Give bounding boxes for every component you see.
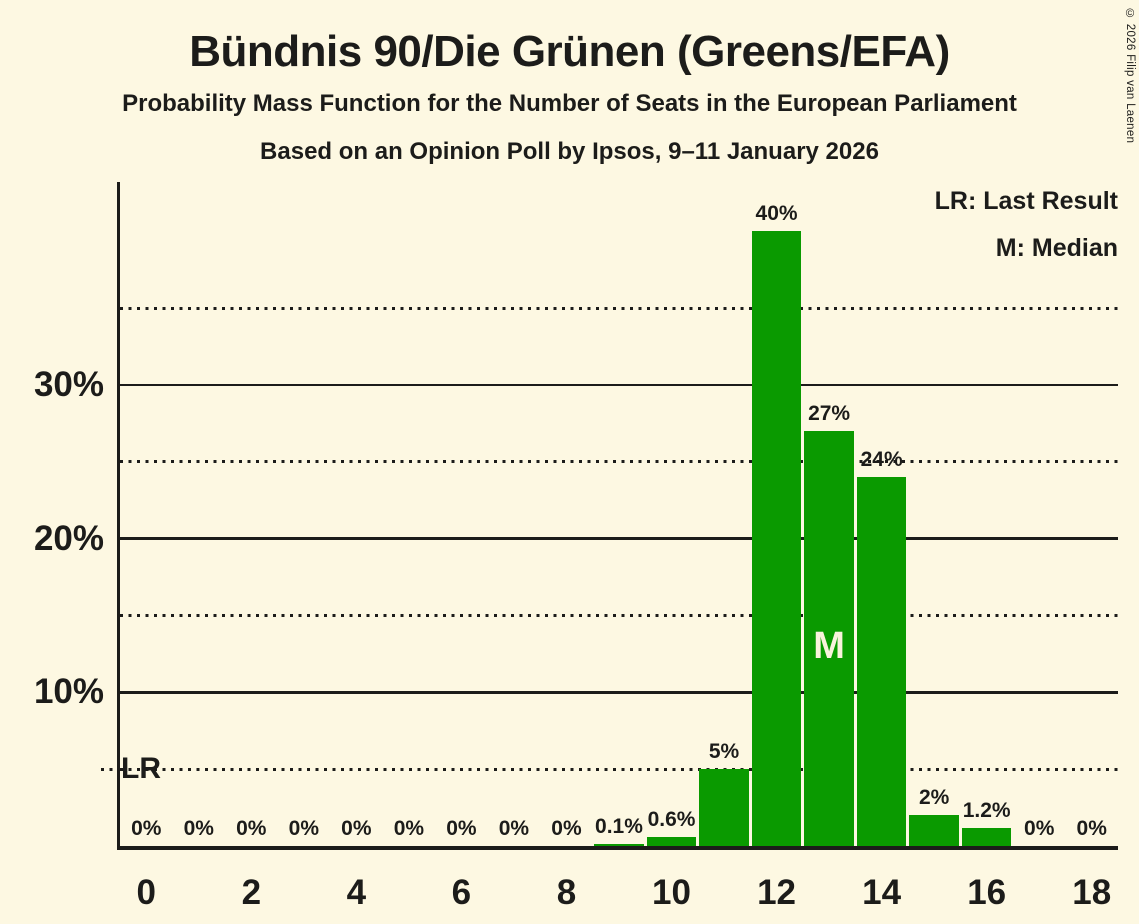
x-tick-label-18: 18 bbox=[1072, 873, 1112, 912]
gridline-dotted-15 bbox=[120, 613, 1118, 617]
y-tick-label-10: 10% bbox=[33, 672, 104, 712]
bar-value-label-seat-12: 40% bbox=[755, 202, 798, 226]
bar-value-label-seat-17: 0% bbox=[1024, 817, 1055, 840]
bar-value-label-seat-18: 0% bbox=[1076, 817, 1107, 840]
bar-value-label-seat-15: 2% bbox=[918, 786, 950, 810]
bar-value-label-seat-14: 24% bbox=[860, 448, 903, 472]
x-tick-label-14: 14 bbox=[862, 873, 902, 912]
bar-value-label-seat-3: 0% bbox=[288, 817, 320, 840]
x-tick-label-8: 8 bbox=[556, 873, 577, 912]
bar-value-label-seat-10: 0.6% bbox=[647, 807, 696, 831]
x-tick-label-10: 10 bbox=[652, 873, 691, 912]
bar-value-label-seat-9: 0.1% bbox=[595, 815, 643, 839]
copyright-notice: © 2026 Filip van Laenen bbox=[1124, 8, 1136, 144]
x-tick-label-6: 6 bbox=[451, 873, 472, 912]
x-tick-label-0: 0 bbox=[136, 873, 156, 912]
bar-seat-12 bbox=[751, 231, 802, 846]
chart-source-line: Based on an Opinion Poll by Ipsos, 9–11 … bbox=[260, 138, 879, 165]
bar-value-label-seat-16: 1.2% bbox=[962, 798, 1011, 822]
bar-seat-9 bbox=[594, 844, 644, 846]
gridline-dotted-5 bbox=[120, 767, 1118, 771]
bar-value-label-seat-1: 0% bbox=[183, 817, 214, 840]
bar-seat-15 bbox=[909, 815, 959, 846]
last-result-label: LR bbox=[121, 752, 161, 785]
gridline-solid-10 bbox=[120, 691, 1118, 694]
chart-title: Bündnis 90/Die Grünen (Greens/EFA) bbox=[189, 27, 950, 76]
last-result-tick bbox=[101, 767, 118, 771]
median-marker: M bbox=[813, 625, 845, 667]
x-tick-label-2: 2 bbox=[241, 873, 262, 912]
gridline-solid-20 bbox=[120, 537, 1118, 540]
bar-value-label-seat-2: 0% bbox=[236, 817, 267, 840]
gridline-dotted-35 bbox=[120, 306, 1118, 310]
x-tick-label-16: 16 bbox=[967, 873, 1007, 912]
bar-seat-11 bbox=[699, 769, 749, 846]
legend-median: M: Median bbox=[995, 234, 1118, 262]
bar-seat-16 bbox=[961, 827, 1012, 846]
y-axis-line bbox=[117, 182, 120, 850]
chart-subtitle: Probability Mass Function for the Number… bbox=[122, 90, 1017, 117]
bar-value-label-seat-8: 0% bbox=[551, 817, 582, 840]
bar-seat-13 bbox=[804, 431, 854, 846]
bar-value-label-seat-0: 0% bbox=[131, 817, 162, 840]
bar-value-label-seat-5: 0% bbox=[393, 817, 425, 840]
legend-last-result: LR: Last Result bbox=[934, 187, 1118, 215]
bar-value-label-seat-6: 0% bbox=[446, 817, 477, 840]
bar-value-label-seat-7: 0% bbox=[498, 817, 530, 840]
y-tick-label-20: 20% bbox=[33, 518, 104, 558]
bar-seat-14 bbox=[856, 477, 907, 846]
x-axis-line bbox=[117, 846, 1118, 850]
bar-value-label-seat-13: 27% bbox=[808, 402, 851, 425]
x-tick-label-4: 4 bbox=[346, 873, 367, 912]
plot-area: 0% 0% 0% 0% 0% 0% 0% 0% 0% 0.1% 0.6% 5% 40% 27% M 24% 2%… bbox=[120, 182, 1118, 846]
bar-value-label-seat-4: 0% bbox=[341, 817, 372, 840]
x-tick-label-12: 12 bbox=[757, 873, 797, 912]
gridline-dotted-25 bbox=[120, 460, 1118, 464]
bar-value-label-seat-11: 5% bbox=[708, 740, 740, 764]
y-tick-label-30: 30% bbox=[33, 364, 104, 404]
gridline-solid-30 bbox=[120, 383, 1118, 387]
bar-seat-10 bbox=[646, 836, 697, 846]
